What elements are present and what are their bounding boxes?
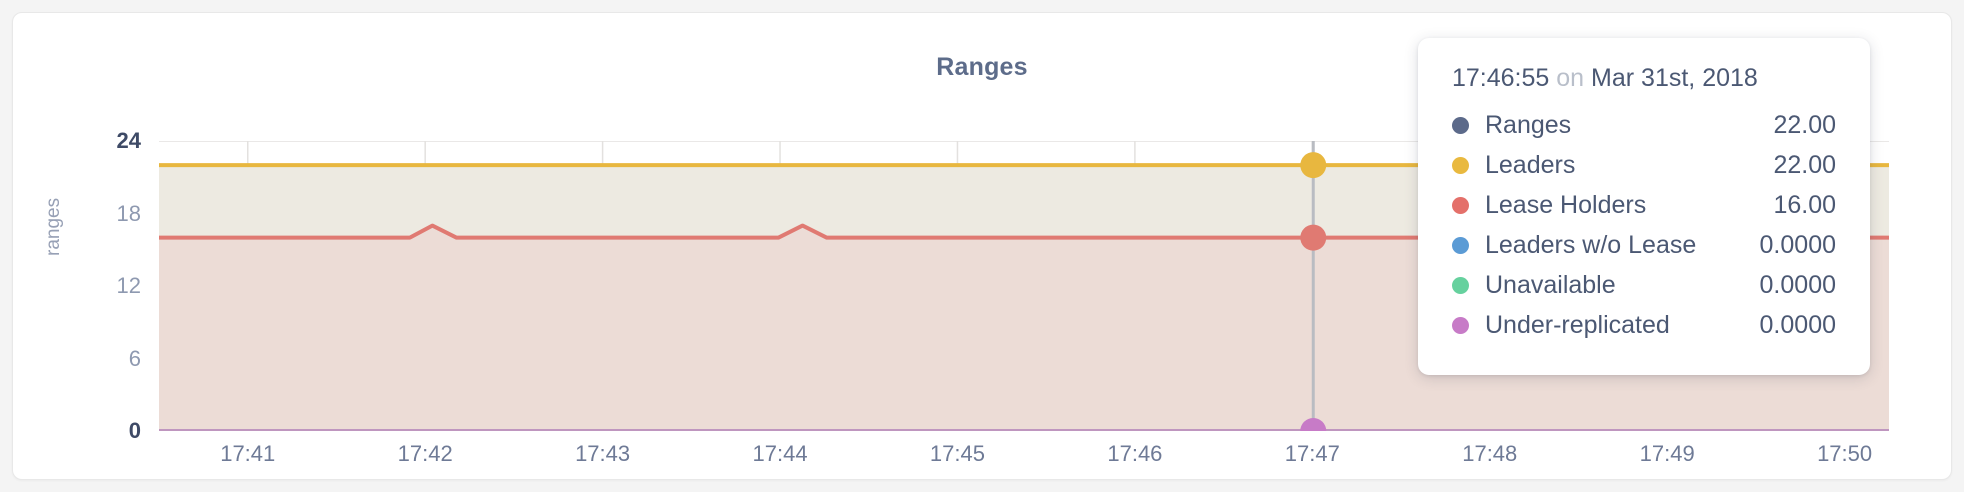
tooltip-series-label: Under-replicated xyxy=(1485,310,1670,339)
x-tick-17-50: 17:50 xyxy=(1817,441,1873,466)
tooltip-rows: Ranges 22.00 Leaders 22.00 Lease Holders 16.0… xyxy=(1452,105,1836,345)
page-title: Ranges xyxy=(936,53,1028,81)
tooltip-series-value: 16.00 xyxy=(1773,190,1836,219)
tooltip-series-value: 0.0000 xyxy=(1759,310,1836,339)
tooltip-series-value: 0.0000 xyxy=(1759,270,1836,299)
x-tick-17-44: 17:44 xyxy=(752,441,808,466)
line-lease-holders xyxy=(159,223,1889,240)
y-tick-18: 18 xyxy=(116,200,141,226)
series-color-dot-icon xyxy=(1452,116,1469,134)
x-tick-17-46: 17:46 xyxy=(1107,441,1163,466)
tooltip-row: Unavailable 0.0000 xyxy=(1452,265,1836,305)
y-tick-0: 0 xyxy=(128,418,141,443)
highlight-dots xyxy=(1300,152,1327,431)
y-tick-12: 12 xyxy=(116,273,141,298)
tooltip-on-word: on xyxy=(1556,64,1585,92)
tooltip-row: Leaders 22.00 xyxy=(1452,145,1836,185)
tooltip-series-value: 22.00 xyxy=(1773,150,1836,179)
tooltip-time: 17:46:55 xyxy=(1452,64,1550,92)
series-color-dot-icon xyxy=(1452,236,1469,254)
x-tick-17-43: 17:43 xyxy=(575,441,631,466)
tooltip-series-label: Ranges xyxy=(1485,110,1572,139)
series-color-dot-icon xyxy=(1452,276,1469,294)
y-tick-24: 24 xyxy=(116,128,141,153)
highlight-dot-lease-holders xyxy=(1300,224,1327,251)
series-color-dot-icon xyxy=(1452,156,1469,174)
x-tick-17-41: 17:41 xyxy=(220,441,276,466)
tooltip-series-value: 22.00 xyxy=(1773,110,1836,139)
x-tick-17-48: 17:48 xyxy=(1462,441,1518,466)
x-tick-17-42: 17:42 xyxy=(397,441,453,466)
tooltip-series-label: Leaders xyxy=(1485,150,1576,179)
tooltip-row: Leaders w/o Lease 0.0000 xyxy=(1452,225,1836,265)
tooltip-row: Under-replicated 0.0000 xyxy=(1452,305,1836,345)
tooltip-series-label: Unavailable xyxy=(1485,270,1616,299)
tooltip-series-label: Lease Holders xyxy=(1485,190,1647,219)
chart-card: Ranges ranges 24 18 12 6 0 17:41 17:42 17:43 17… xyxy=(12,12,1952,480)
hover-tooltip: 17:46:55 on Mar 31st, 2018 Ranges 22.00 Le… xyxy=(1418,38,1870,375)
tooltip-series-value: 0.0000 xyxy=(1759,230,1836,259)
series-color-dot-icon xyxy=(1452,196,1469,214)
highlight-dot-leaders xyxy=(1300,152,1327,179)
tooltip-series-label: Leaders w/o Lease xyxy=(1485,230,1697,259)
highlight-dot-under-replicated xyxy=(1300,418,1327,431)
tooltip-date: Mar 31st, 2018 xyxy=(1591,64,1758,92)
tooltip-row: Ranges 22.00 xyxy=(1452,105,1836,145)
tooltip-timestamp: 17:46:55 on Mar 31st, 2018 xyxy=(1452,64,1836,93)
y-tick-6: 6 xyxy=(128,345,141,371)
x-tick-17-47: 17:47 xyxy=(1284,441,1340,466)
x-tick-17-49: 17:49 xyxy=(1639,441,1695,466)
x-tick-17-45: 17:45 xyxy=(929,441,985,466)
tooltip-row: Lease Holders 16.00 xyxy=(1452,185,1836,225)
series-color-dot-icon xyxy=(1452,316,1469,334)
